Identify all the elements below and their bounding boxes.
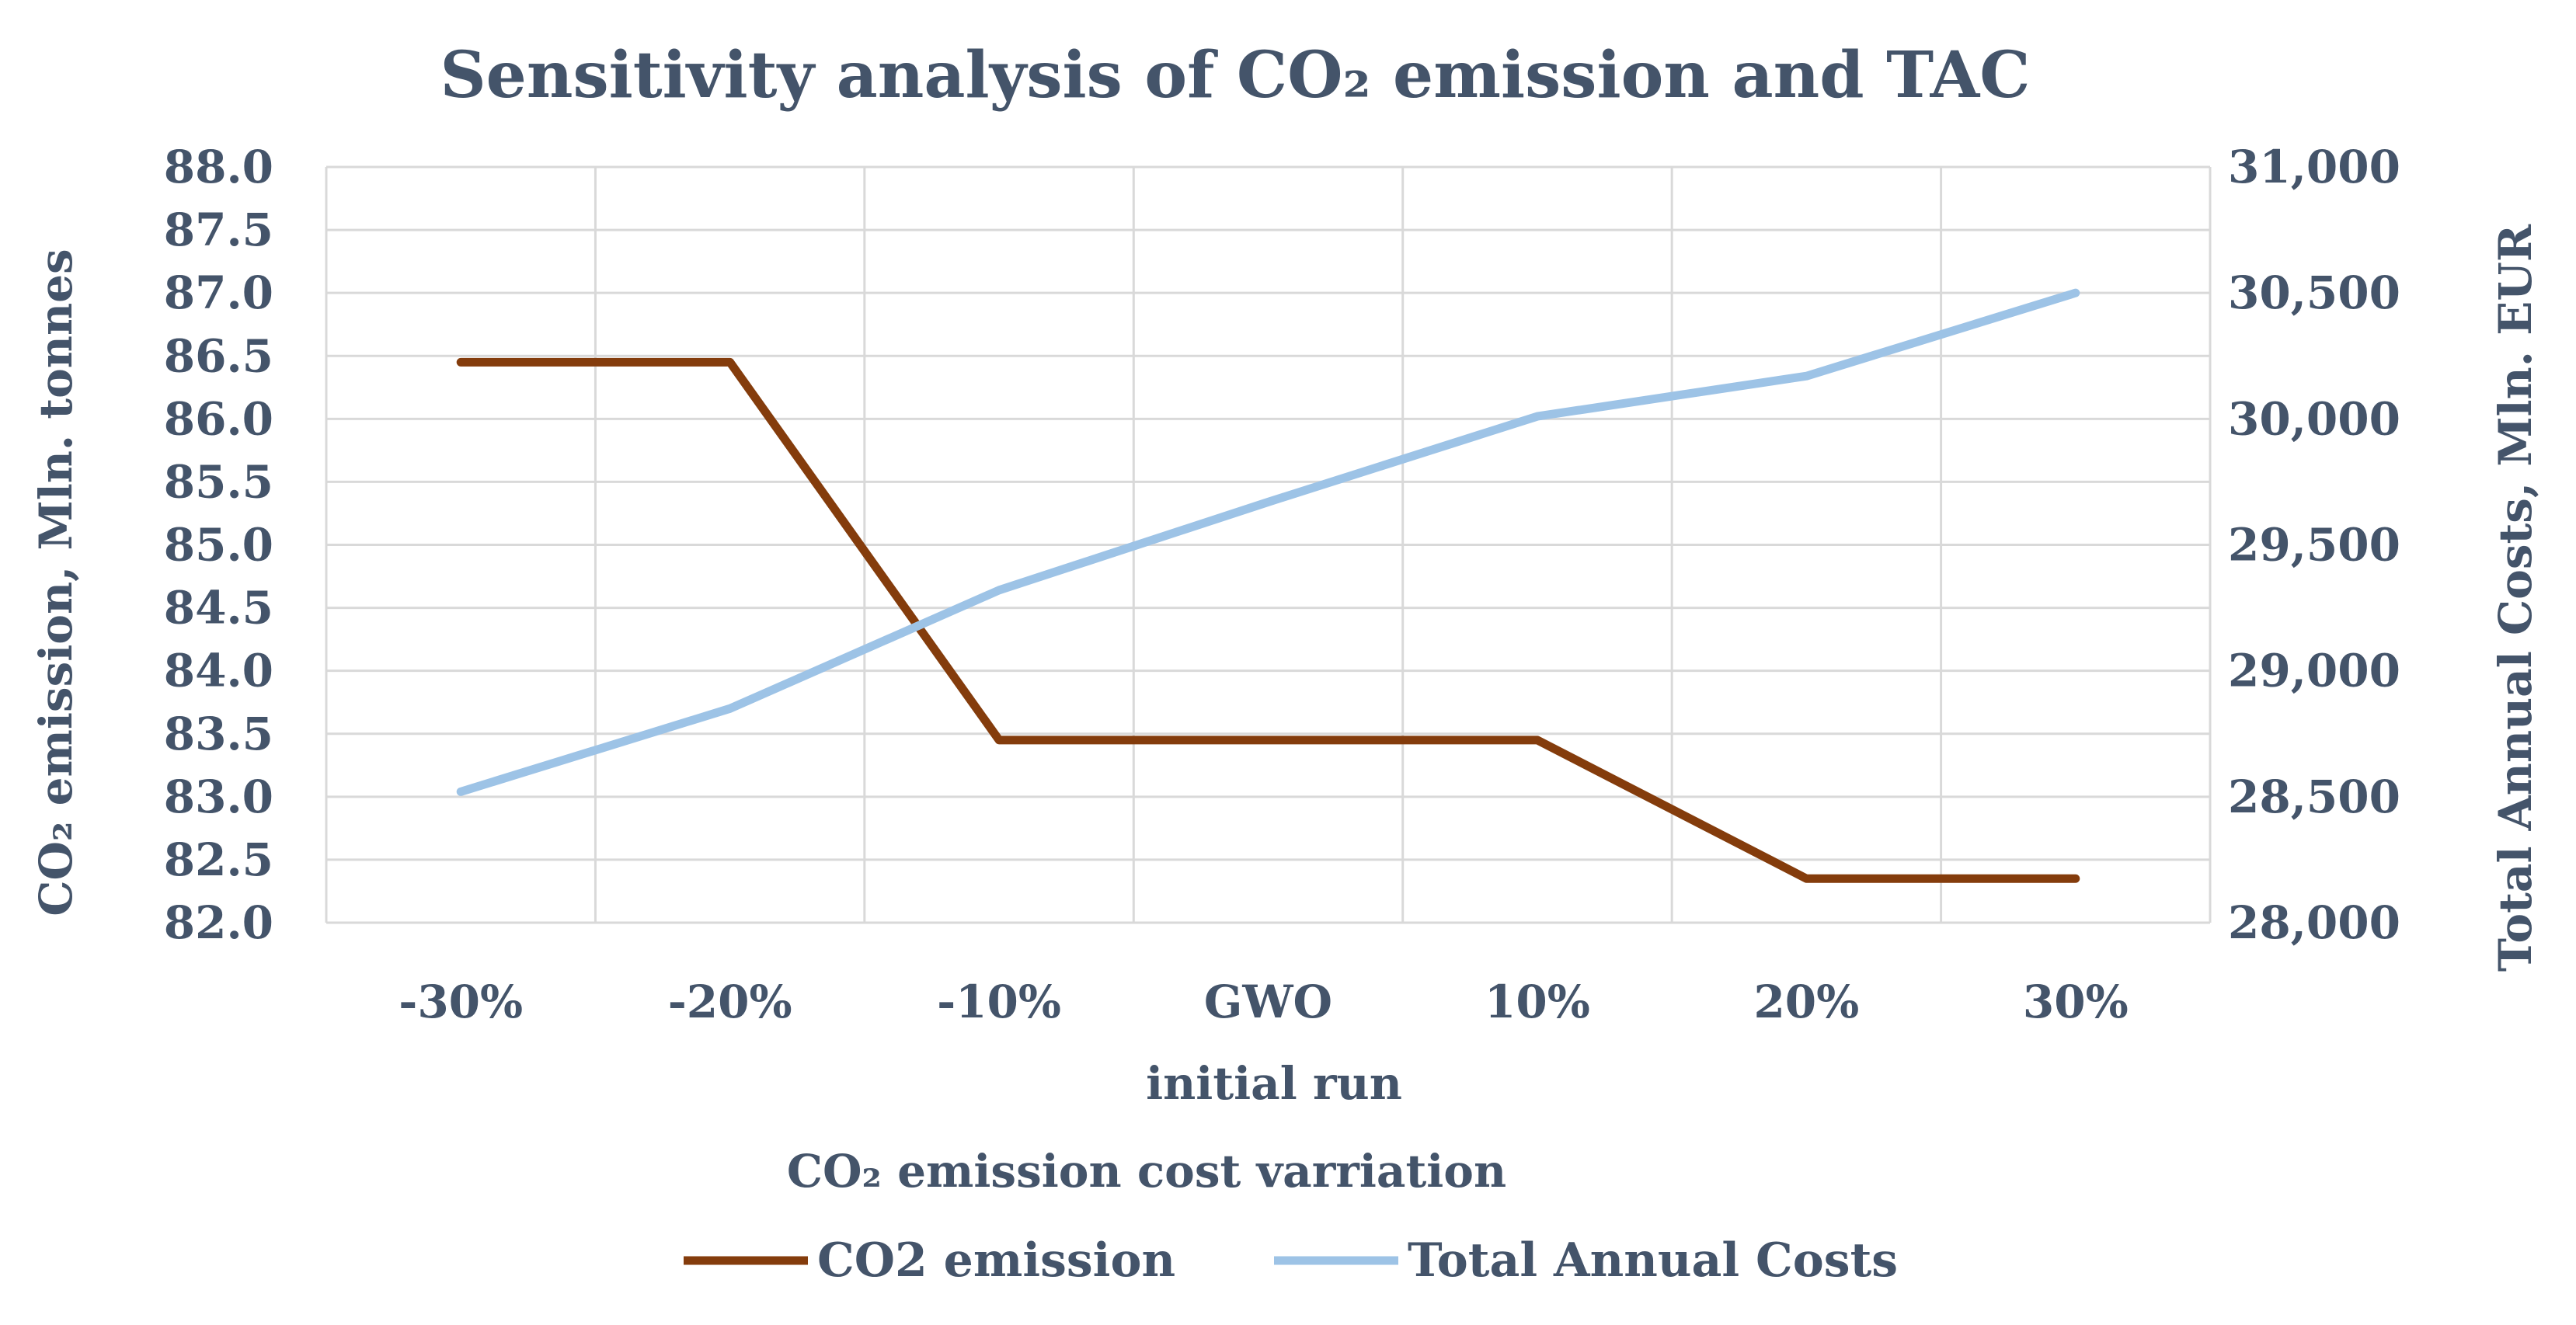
y-left-tick-label: 87.0 xyxy=(164,266,273,319)
x-axis-label: CO₂ emission cost varriation xyxy=(787,1145,1506,1198)
y-right-tick-label: 30,000 xyxy=(2228,392,2400,445)
y-axis-right-label: Total Annual Costs, Mln. EUR xyxy=(2489,224,2542,972)
series-lines xyxy=(456,288,2080,883)
y-right-tick-label: 28,000 xyxy=(2228,896,2400,949)
chart-title: Sensitivity analysis of CO₂ emission and… xyxy=(440,38,2030,113)
y-left-tick-label: 83.5 xyxy=(164,708,273,760)
y-left-tick-label: 85.0 xyxy=(164,519,273,572)
x-tick-label: 20% xyxy=(1753,975,1859,1028)
legend-label-tac: Total Annual Costs xyxy=(1408,1233,1898,1288)
x-axis-sublabel: initial run xyxy=(1146,1057,1402,1110)
y-right-tick-label: 29,000 xyxy=(2228,645,2400,697)
y-left-tick-label: 84.5 xyxy=(164,582,273,635)
y-right-tick-label: 30,500 xyxy=(2228,266,2400,319)
y-axis-right-ticks: 28,000 28,500 29,000 29,500 30,000 30,500 31,0… xyxy=(2228,141,2400,949)
x-tick-label: 30% xyxy=(2023,975,2129,1028)
x-tick-label: -20% xyxy=(668,975,792,1028)
y-right-tick-label: 31,000 xyxy=(2228,141,2400,193)
y-left-tick-label: 87.5 xyxy=(164,203,273,256)
legend-label-co2: CO2 emission xyxy=(817,1233,1175,1288)
x-tick-label: -10% xyxy=(937,975,1061,1028)
y-left-tick-label: 86.0 xyxy=(164,392,273,445)
y-left-tick-label: 85.5 xyxy=(164,455,273,508)
y-left-tick-label: 84.0 xyxy=(164,645,273,697)
y-right-tick-label: 28,500 xyxy=(2228,770,2400,823)
x-tick-label: GWO xyxy=(1204,975,1332,1028)
gridlines xyxy=(325,165,2212,924)
x-tick-label: 10% xyxy=(1485,975,1590,1028)
y-left-tick-label: 88.0 xyxy=(164,141,273,193)
series-line-co2-emission xyxy=(456,357,2080,883)
y-left-tick-label: 83.0 xyxy=(164,770,273,823)
y-left-tick-label: 86.5 xyxy=(164,329,273,382)
y-right-tick-label: 29,500 xyxy=(2228,519,2400,572)
x-axis-ticks: -30% -20% -10% GWO 10% 20% 30% xyxy=(399,975,2128,1028)
legend: CO2 emission Total Annual Costs xyxy=(684,1233,1898,1288)
series-line-total-annual-costs xyxy=(456,288,2080,796)
x-tick-label: -30% xyxy=(399,975,523,1028)
y-axis-left-ticks: 82.0 82.5 83.0 83.5 84.0 84.5 85.0 85.5 86.0 86.5… xyxy=(164,141,273,949)
y-axis-left-label: CO₂ emission, Mln. tonnes xyxy=(30,249,82,916)
y-left-tick-label: 82.5 xyxy=(164,833,273,886)
y-left-tick-label: 82.0 xyxy=(164,896,273,949)
